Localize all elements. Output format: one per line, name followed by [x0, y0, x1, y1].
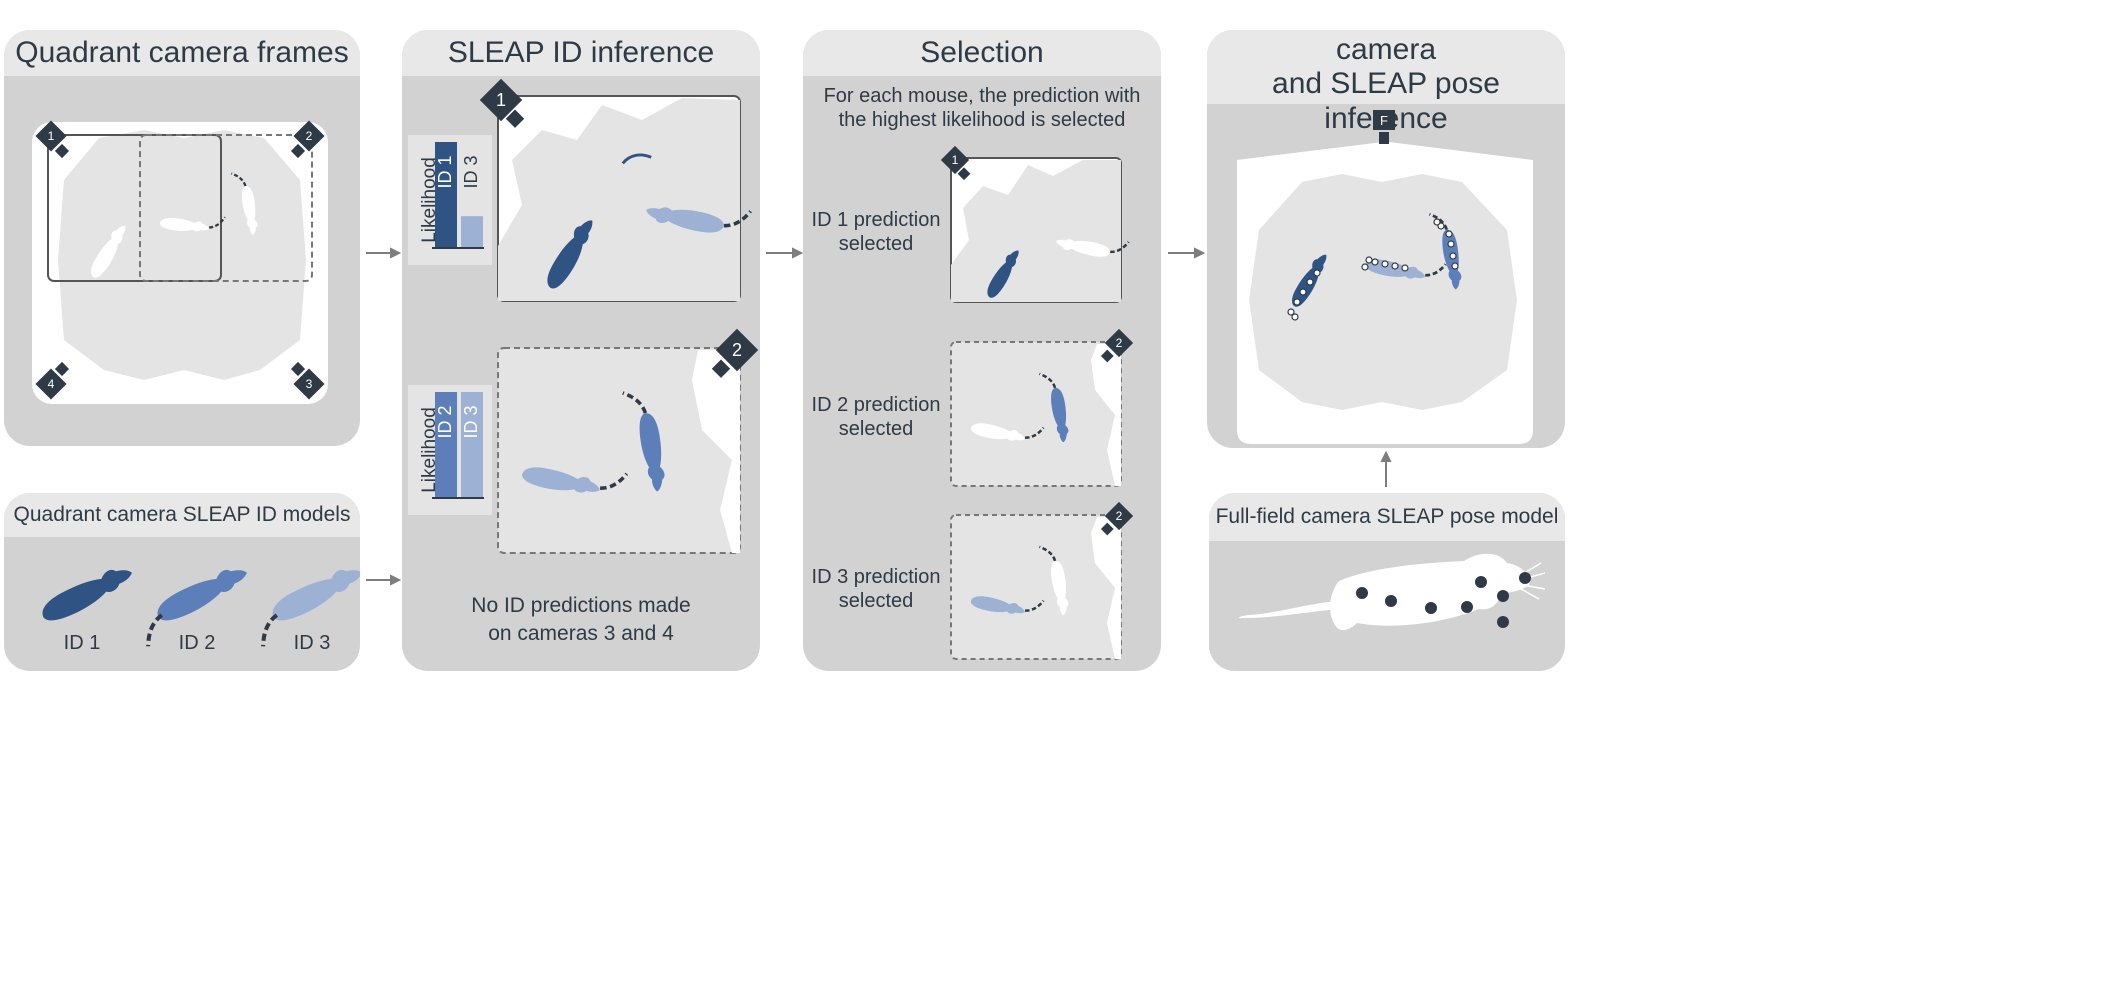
marker-label: 1	[496, 90, 506, 110]
camera2-frame	[139, 134, 313, 282]
likelihood-bar-id2	[435, 392, 457, 498]
camera2-view-wall	[692, 350, 740, 553]
mouse-id1	[37, 559, 137, 628]
likelihood-bar-id3	[461, 216, 483, 248]
panel-title: SLEAP ID inference	[402, 30, 760, 76]
no-prediction-note: No ID predictions made on cameras 3 and …	[471, 594, 691, 646]
likelihood-chart-2-ylabel: Likelihood	[419, 407, 440, 493]
panel-title: Full-field camera SLEAP pose model	[1209, 493, 1565, 541]
camera-f-label: F	[1380, 113, 1388, 128]
likelihood-bar-id3	[461, 392, 483, 498]
full-field-floor	[1249, 174, 1517, 410]
camera-marker-3: 3	[290, 361, 325, 400]
pose-keypoints	[1287, 218, 1459, 321]
marker-label-1: 1	[48, 129, 55, 143]
panel-title: Quadrant camera frames	[4, 30, 360, 76]
likelihood-bar-label: ID 2	[435, 405, 455, 438]
camera-f-stem	[1379, 132, 1389, 144]
arena-floor	[58, 130, 306, 380]
pose-model-tail	[1238, 601, 1343, 619]
panel-title: Quadrant camera SLEAP ID models	[4, 493, 360, 537]
camera-marker-1: 1	[479, 78, 525, 128]
quadrant-frames-panel: Quadrant camera frames 1 2 3 4	[4, 30, 360, 446]
marker-label-2: 2	[306, 129, 313, 143]
id-inference-panel: SLEAP ID inference Likelihood ID 1 ID 3 1…	[402, 30, 760, 671]
projection-panel: Projection to full-field camera and SLEA…	[1207, 30, 1565, 448]
camera1-frame	[47, 134, 222, 282]
pose-model-mouse	[1330, 553, 1530, 631]
pose-model-figure	[1238, 553, 1546, 631]
likelihood-bar-label: ID 1	[435, 155, 455, 188]
camera-marker-2: 2	[290, 120, 325, 159]
camera-marker: 2	[1100, 328, 1134, 363]
selection-description: For each mouse, the prediction with the …	[823, 85, 1141, 131]
pose-model-keypoints	[1356, 572, 1531, 628]
camera1-view-floor	[498, 98, 740, 301]
pose-model-panel: Full-field camera SLEAP pose model	[1209, 493, 1565, 671]
likelihood-bar-label: ID 3	[461, 405, 481, 438]
selection-figure: 1 2 2	[940, 145, 1134, 660]
likelihood-chart-1-marks: ID 1 ID 3	[435, 142, 483, 248]
row1-label: ID 1 prediction selected	[811, 209, 941, 255]
marker-label: 1	[952, 153, 959, 167]
id-models-panel: Quadrant camera SLEAP ID models ID 1 ID …	[4, 493, 360, 671]
row3-label: ID 3 prediction selected	[811, 566, 941, 612]
id-models-figure: ID 1 ID 2 ID 3	[37, 559, 360, 654]
id1-label: ID 1	[64, 632, 101, 654]
row2-label: ID 2 prediction selected	[811, 394, 941, 440]
panel-title: Selection	[803, 30, 1161, 76]
likelihood-bar-label: ID 3	[461, 155, 481, 188]
marker-label: 2	[1116, 336, 1123, 350]
camera-marker-4: 4	[35, 361, 70, 400]
id2-label: ID 2	[179, 632, 216, 654]
camera1-mouse-id1	[542, 153, 652, 293]
marker-label: 2	[1116, 509, 1123, 523]
marker-label: 2	[732, 340, 742, 360]
id3-label: ID 3	[294, 632, 331, 654]
camera-f-box	[1373, 110, 1395, 130]
likelihood-chart-2-marks: ID 2 ID 3	[435, 392, 483, 498]
marker-label-4: 4	[48, 377, 55, 391]
projection-figure: F	[1237, 110, 1533, 444]
likelihood-bar-id1	[435, 142, 457, 248]
selection-panel: Selection For each mouse, the prediction…	[803, 30, 1161, 671]
quadrant-frames-figure: 1 2 3 4	[32, 120, 328, 404]
likelihood-chart-1-ylabel: Likelihood	[419, 157, 440, 243]
marker-label-3: 3	[306, 377, 313, 391]
id-inference-figure: Likelihood ID 1 ID 3 1 Likelihood ID 2 ID …	[408, 78, 759, 554]
